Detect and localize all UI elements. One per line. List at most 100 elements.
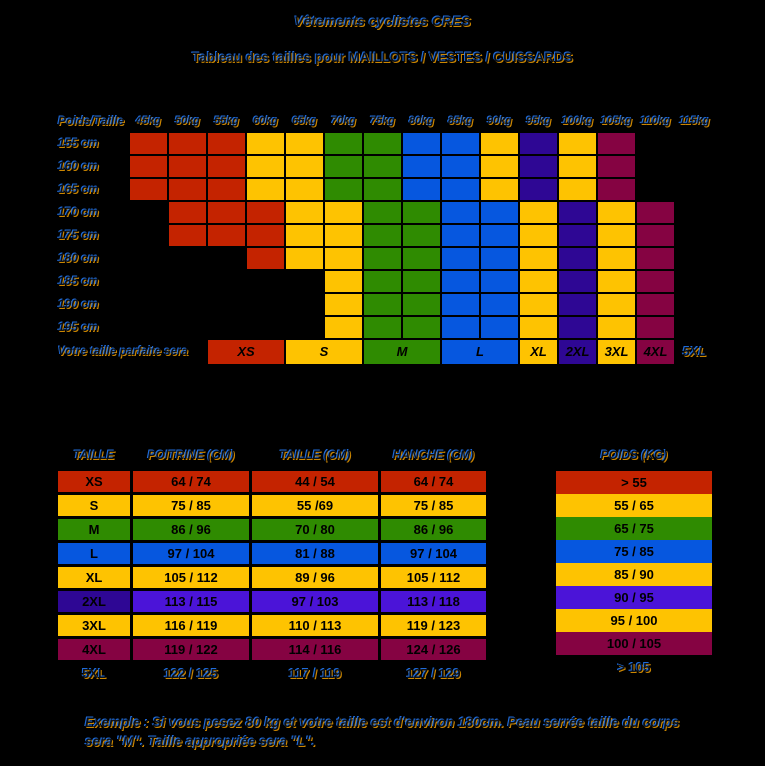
size-grid-cell (442, 133, 479, 154)
size-grid-cell (247, 294, 284, 315)
size-grid-cell (598, 294, 635, 315)
size-grid-cell (364, 133, 401, 154)
chest-cell: 122 / 125 (163, 666, 219, 681)
hip-cell: 86 / 96 (381, 519, 486, 540)
measurements-table-body: XS 64 / 74 44 / 54 64 / 74 S 75 / 85 55 /69 75 … (58, 471, 486, 684)
height-row-label: 175 cm (58, 228, 99, 242)
size-grid-cell (403, 225, 440, 246)
size-grid-cell (208, 202, 245, 223)
size-grid-cell (637, 133, 674, 154)
tables-row: TAILLE POITRINE (CM) TAILLE (CM) HANCHE (CM… (58, 448, 765, 687)
size-grid-cell (208, 179, 245, 200)
weight-column-header: 45kg (135, 115, 162, 127)
height-row-label: 170 cm (58, 205, 99, 219)
page-title: Vêtements cyclistes CRES (294, 13, 471, 29)
weight-column-header: 85kg (447, 115, 474, 127)
legend-size-xs: XS (208, 340, 284, 364)
size-grid-cell (637, 317, 674, 338)
size-grid-cell (247, 248, 284, 269)
weight-column-header: 115kg (679, 115, 710, 127)
size-grid-cell (208, 248, 245, 269)
size-grid-cell (442, 248, 479, 269)
size-grid-cell (130, 294, 167, 315)
size-grid-cell (208, 317, 245, 338)
size-grid-cell (286, 271, 323, 292)
size-grid-cell (559, 156, 596, 177)
waist-cell: 114 / 116 (252, 639, 378, 660)
legend-size-5xl: 5XL (682, 344, 707, 359)
size-grid-cell (364, 271, 401, 292)
size-grid-cell (520, 294, 557, 315)
size-grid-cell (559, 248, 596, 269)
legend-size-m: M (364, 340, 440, 364)
size-grid-cell (130, 225, 167, 246)
size-grid-cell (403, 294, 440, 315)
measurements-table-header: TAILLE POITRINE (CM) TAILLE (CM) HANCHE (CM… (58, 448, 486, 462)
size-grid-cell (520, 179, 557, 200)
weight-column-header: 55kg (213, 115, 240, 127)
weight-range-band: 100 / 105 (556, 632, 712, 655)
size-grid-cell (403, 271, 440, 292)
size-grid-cell (208, 225, 245, 246)
size-grid-cell (442, 317, 479, 338)
weight-table: POIDS (KG) > 55 55 / 65 65 / 75 75 / 85 85 /… (556, 448, 712, 687)
size-label-cell: L (58, 543, 130, 564)
table-row: 4XL 119 / 122 114 / 116 124 / 126 (58, 639, 486, 660)
size-grid-cell (520, 156, 557, 177)
chest-cell: 113 / 115 (133, 591, 249, 612)
waist-cell: 55 /69 (252, 495, 378, 516)
size-grid-cell (247, 317, 284, 338)
weight-column-header: 110kg (640, 115, 671, 127)
weight-range-band: 85 / 90 (556, 563, 712, 586)
hip-cell: 105 / 112 (381, 567, 486, 588)
grid-corner-label: Poids/Taille (58, 114, 125, 128)
legend-size-4xl: 4XL (637, 340, 674, 364)
size-grid-cell (364, 156, 401, 177)
size-grid-cell (247, 225, 284, 246)
size-grid-cell (325, 133, 362, 154)
measure-column-header: TAILLE (73, 448, 115, 462)
size-selection-grid: Poids/Taille 45kg 50kg 55kg 60kg 65kg 70kg 75kg… (58, 111, 765, 364)
legend-size-2xl: 2XL (559, 340, 596, 364)
size-grid-cell (481, 248, 518, 269)
size-grid-cell (364, 317, 401, 338)
size-grid-cell (169, 317, 206, 338)
height-row-label: 160 cm (58, 159, 99, 173)
hip-cell: 119 / 123 (381, 615, 486, 636)
size-grid-cell (676, 248, 713, 269)
hip-cell: 97 / 104 (381, 543, 486, 564)
size-grid-cell (130, 179, 167, 200)
waist-cell: 97 / 103 (252, 591, 378, 612)
size-grid-cell (559, 317, 596, 338)
size-grid-cell (208, 271, 245, 292)
size-grid-cell (559, 202, 596, 223)
size-grid-cell (364, 225, 401, 246)
size-grid-cell (520, 133, 557, 154)
size-grid-cell (130, 271, 167, 292)
size-grid-cell (364, 179, 401, 200)
size-grid-cell (481, 294, 518, 315)
size-grid-cell (481, 156, 518, 177)
size-grid-cell (676, 133, 713, 154)
size-label-cell: 4XL (58, 639, 130, 660)
size-grid-cell (442, 202, 479, 223)
waist-cell: 110 / 113 (252, 615, 378, 636)
size-grid-cell (442, 156, 479, 177)
waist-cell: 70 / 80 (252, 519, 378, 540)
size-grid-cell (247, 202, 284, 223)
size-grid-cell (169, 179, 206, 200)
size-grid-cell (442, 271, 479, 292)
legend-size-l: L (442, 340, 518, 364)
waist-cell: 117 / 119 (288, 666, 342, 681)
size-label-cell: 3XL (58, 615, 130, 636)
size-grid-cell (481, 179, 518, 200)
size-grid-cell (520, 248, 557, 269)
size-grid-cell (169, 225, 206, 246)
height-row-label: 195 cm (58, 320, 99, 334)
height-row-label: 190 cm (58, 297, 99, 311)
chest-cell: 105 / 112 (133, 567, 249, 588)
hip-cell: 113 / 118 (381, 591, 486, 612)
page-subtitle: Tableau des tailles pour MAILLOTS / VEST… (192, 50, 573, 65)
size-grid-cell (637, 179, 674, 200)
